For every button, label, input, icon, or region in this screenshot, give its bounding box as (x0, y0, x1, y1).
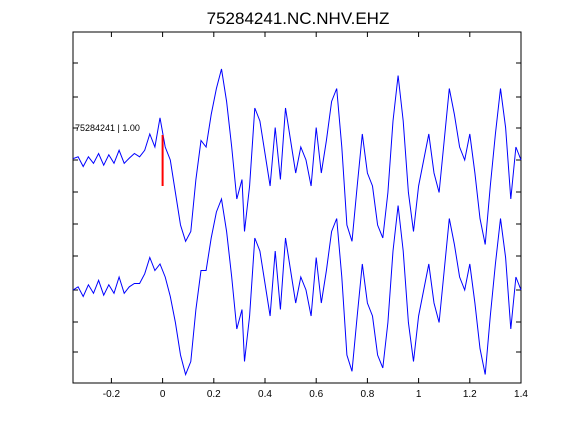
chart-title: 75284241.NC.NHV.EHZ (207, 9, 390, 28)
x-tick-label: 0.6 (309, 389, 323, 400)
x-tick-label: 1 (416, 389, 422, 400)
x-tick-label: 0 (160, 389, 166, 400)
x-tick-label: 1.4 (514, 389, 528, 400)
trace-label: 75284241 | 1.00 (75, 123, 140, 133)
traces (72, 68, 522, 377)
plot-area (72, 31, 522, 384)
trace-line (72, 68, 522, 245)
x-axis-ticks: -0.2 0 0.2 0.4 0.6 0.8 1 1.2 1.4 (103, 32, 528, 400)
x-tick-label: 0.4 (258, 389, 272, 400)
x-tick-label: 0.2 (207, 389, 221, 400)
x-tick-label: -0.2 (103, 389, 121, 400)
x-tick-label: 0.8 (360, 389, 374, 400)
x-tick-label: 1.2 (463, 389, 477, 400)
trace-line (72, 197, 522, 377)
y-axis-ticks (73, 62, 521, 353)
